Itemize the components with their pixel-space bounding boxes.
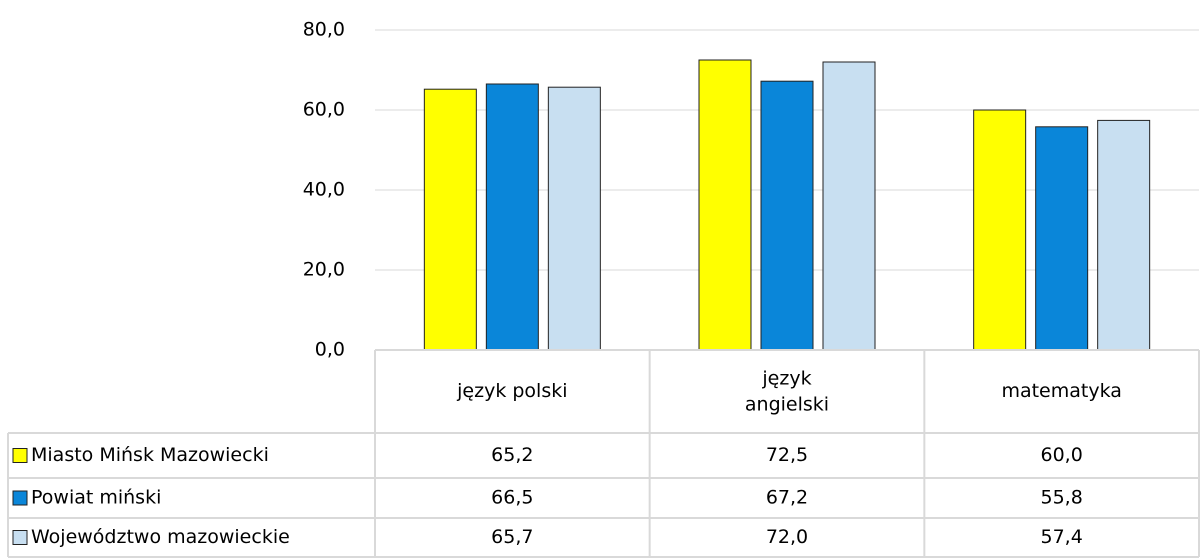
table-value: 55,8 <box>1041 487 1083 509</box>
table-value: 65,7 <box>491 526 533 548</box>
table-value: 72,0 <box>766 526 808 548</box>
bar <box>1097 119 1151 351</box>
y-tick-label: 20,0 <box>303 259 345 281</box>
bar <box>547 86 601 351</box>
y-tick-label: 60,0 <box>303 99 345 121</box>
legend-swatch <box>12 530 28 545</box>
bar <box>822 61 876 351</box>
table-value: 65,2 <box>491 444 533 466</box>
legend-label: Miasto Mińsk Mazowiecki <box>31 444 269 466</box>
legend-swatch <box>12 448 28 463</box>
table-value: 67,2 <box>766 487 808 509</box>
y-tick-label: 0,0 <box>315 339 345 361</box>
table-value: 57,4 <box>1041 526 1083 548</box>
bar <box>1035 126 1089 351</box>
legend-label: Powiat miński <box>31 487 161 509</box>
table-value: 60,0 <box>1041 444 1083 466</box>
bar <box>423 88 477 351</box>
legend-label: Województwo mazowieckie <box>31 526 290 548</box>
table-value: 66,5 <box>491 487 533 509</box>
legend-swatch <box>12 490 28 506</box>
y-tick-label: 40,0 <box>303 179 345 201</box>
bar <box>973 109 1027 351</box>
bar <box>698 59 752 351</box>
table-value: 72,5 <box>766 444 808 466</box>
category-label: język polski <box>456 380 567 402</box>
bar <box>485 83 539 351</box>
category-label: język angielski <box>745 367 829 415</box>
bar <box>760 80 814 351</box>
y-tick-label: 80,0 <box>303 19 345 41</box>
category-label: matematyka <box>1001 380 1121 402</box>
